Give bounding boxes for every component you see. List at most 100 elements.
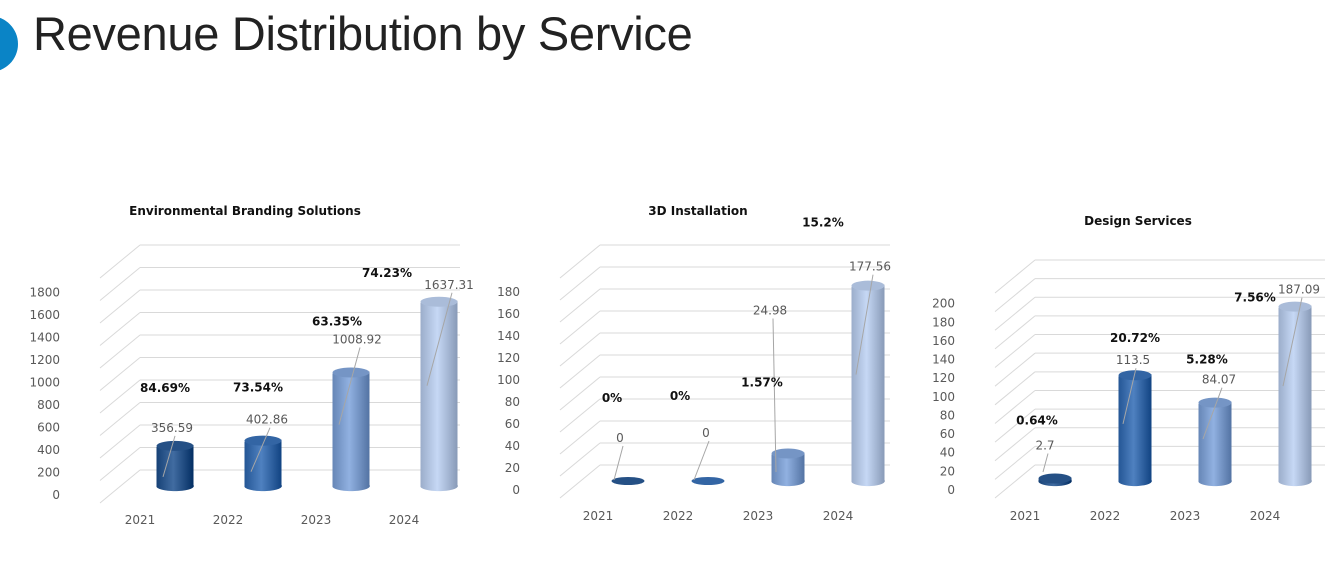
bar-body: [1118, 374, 1152, 487]
gridline-diagonal: [99, 267, 141, 301]
value-label: 2.7: [1035, 438, 1054, 452]
chart-title: 3D Installation: [648, 204, 747, 218]
x-tick-label: 2023: [301, 513, 332, 527]
y-tick-label: 1800: [29, 286, 60, 300]
gridline-diagonal: [559, 398, 601, 433]
y-tick-label: 20: [505, 461, 520, 475]
leader-line: [338, 347, 361, 425]
bar-body: [332, 371, 370, 492]
chart-3d-installation: 3D Installation 0 20 40 60 80 100 120 140 160 180 0…: [490, 190, 891, 545]
bar-2024: 1637.31 74.23%: [362, 266, 474, 492]
gridline-diagonal: [99, 469, 141, 504]
y-tick-label: 40: [940, 446, 955, 460]
chart-svg-design-services: Design Services 0 20 40 60 80 100 120 140 160 180 2…: [932, 214, 1325, 523]
value-label: 0: [616, 431, 624, 445]
value-label: 402.86: [246, 413, 288, 427]
y-tick-label: 600: [37, 421, 60, 435]
y-tick-label: 200: [37, 466, 60, 480]
gridline-diagonal: [994, 296, 1036, 331]
leader-line: [772, 318, 777, 473]
gridline-diagonal: [994, 259, 1036, 294]
y-tick-label: 80: [505, 395, 520, 409]
x-tick-label: 2022: [1090, 509, 1121, 523]
bar-body: [1278, 305, 1312, 487]
share-label: 0%: [670, 389, 690, 403]
y-tick-label: 1200: [29, 353, 60, 367]
gridline-diagonal: [559, 464, 601, 499]
bar-top: [1038, 473, 1072, 484]
y-tick-label: 0: [947, 483, 955, 497]
y-tick-label: 200: [932, 297, 955, 311]
gridline-diagonal: [559, 244, 601, 279]
gridline-diagonal: [559, 266, 601, 301]
share-label: 0%: [602, 391, 622, 405]
x-tick-label: 2024: [823, 509, 854, 523]
gridline-diagonal: [559, 420, 601, 455]
leader-line: [250, 427, 271, 472]
gridline-diagonal: [559, 332, 601, 367]
bar-2023: 1008.92 63.35%: [312, 314, 382, 492]
bar-top: [244, 435, 282, 446]
gridline-diagonal: [994, 445, 1036, 480]
y-tick-label: 140: [932, 353, 955, 367]
gridline-diagonal: [99, 334, 141, 369]
chart-svg-3d-installation: 3D Installation 0 20 40 60 80 100 120 140 160 180 0…: [497, 204, 891, 523]
gridline-diagonal: [994, 390, 1036, 424]
y-tick-label: 100: [497, 373, 520, 387]
value-label: 187.09: [1278, 283, 1320, 297]
bar-2022: 113.5 20.72%: [1110, 331, 1160, 487]
gridline-diagonal: [99, 312, 141, 346]
gridline-diagonal: [559, 376, 601, 411]
bar-body: [420, 300, 458, 492]
accent-circle: [0, 16, 18, 72]
gridline-diagonal: [994, 427, 1036, 462]
gridline-diagonal: [99, 357, 141, 391]
x-tick-label: 2023: [1170, 509, 1201, 523]
gridline-diagonal: [994, 278, 1036, 313]
y-tick-label: 1000: [29, 376, 60, 390]
share-label: 0.64%: [1016, 413, 1058, 427]
page-title: Revenue Distribution by Service: [33, 7, 693, 60]
gridline-diagonal: [99, 379, 141, 414]
leader-line: [162, 435, 176, 478]
share-label: 63.35%: [312, 314, 362, 328]
bar-2023: 24.98 1.57%: [741, 304, 805, 487]
y-tick-label: 120: [497, 351, 520, 365]
share-label: 74.23%: [362, 266, 412, 280]
value-label: 1008.92: [332, 332, 382, 346]
y-tick-label: 160: [932, 334, 955, 348]
leader-line: [426, 292, 453, 386]
gridline-diagonal: [994, 334, 1036, 368]
share-label: 73.54%: [233, 381, 283, 395]
gridline-diagonal: [99, 447, 141, 481]
bar-2021: 356.59 84.69%: [140, 381, 194, 492]
x-tick-label: 2022: [663, 509, 694, 523]
bar-body: [851, 284, 885, 487]
gridline-diagonal: [559, 354, 601, 389]
leader-line: [1282, 297, 1303, 387]
x-tick-label: 2023: [743, 509, 774, 523]
leader-line: [1202, 387, 1223, 440]
bar-top: [420, 296, 458, 307]
gridline-diagonal: [994, 352, 1036, 387]
bar-2021: 0 0%: [602, 391, 645, 485]
gridline-diagonal: [559, 288, 601, 323]
gridline-diagonal: [994, 408, 1036, 443]
gridline-diagonal: [559, 442, 601, 477]
gridline-diagonal: [994, 371, 1036, 406]
leader-line: [855, 274, 874, 375]
chart-svg-environmental-branding: Environmental Branding Solutions 0 200 400 6…: [29, 204, 473, 527]
x-tick-label: 2021: [583, 509, 614, 523]
share-label: 84.69%: [140, 381, 190, 395]
share-label: 20.72%: [1110, 331, 1160, 345]
bar-body: [156, 444, 194, 492]
bar-top: [611, 477, 645, 485]
value-label: 1637.31: [424, 278, 474, 292]
y-tick-label: 800: [37, 398, 60, 412]
value-label: 177.56: [849, 260, 891, 274]
x-tick-label: 2024: [389, 513, 420, 527]
chart-environmental-branding: Environmental Branding Solutions 0 200 400 6…: [20, 190, 473, 545]
gridline-diagonal: [994, 315, 1036, 350]
bar-top: [771, 448, 805, 459]
gridline-diagonal: [99, 289, 141, 324]
